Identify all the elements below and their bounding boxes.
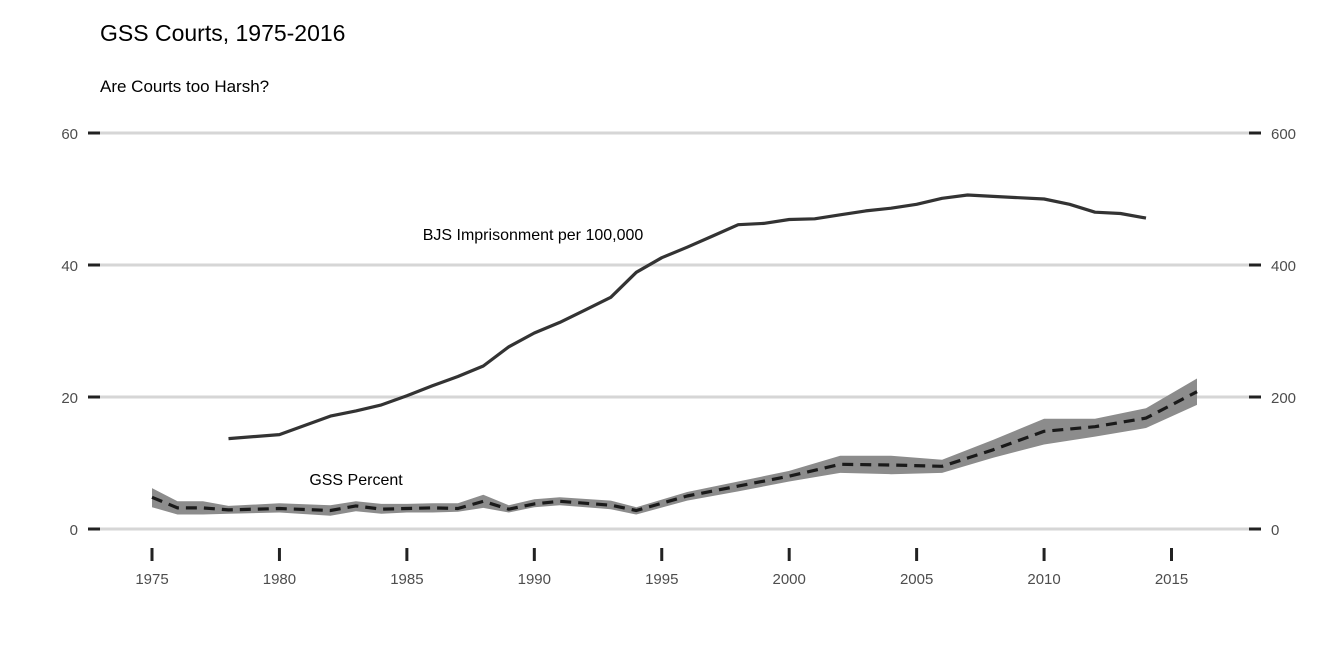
gss-percent-line xyxy=(151,390,1198,513)
chart-subtitle: Are Courts too Harsh? xyxy=(100,77,270,96)
y-right-tick-label: 0 xyxy=(1271,522,1279,539)
y-right-tick-label: 200 xyxy=(1271,390,1296,407)
y-left-tick-label: 20 xyxy=(61,390,78,407)
x-tick-label: 2010 xyxy=(1027,571,1060,588)
y-left-tick-label: 40 xyxy=(61,258,78,275)
series-lines xyxy=(151,193,1198,513)
x-tick-label: 1985 xyxy=(390,571,423,588)
confidence-band xyxy=(152,378,1197,516)
y-left-tick-label: 60 xyxy=(61,126,78,143)
gridlines xyxy=(88,131,1260,531)
x-tick-label: 2005 xyxy=(900,571,933,588)
x-tick-label: 1990 xyxy=(518,571,551,588)
y-right-tick-label: 600 xyxy=(1271,126,1296,143)
x-tick-label: 2000 xyxy=(773,571,806,588)
x-tick-label: 1995 xyxy=(645,571,678,588)
x-tick-label: 2015 xyxy=(1155,571,1188,588)
gss-confidence-band xyxy=(152,378,1197,516)
gss-annotation: GSS Percent xyxy=(309,472,403,489)
bjs-annotation: BJS Imprisonment per 100,000 xyxy=(423,227,644,244)
x-tick-label: 1980 xyxy=(263,571,296,588)
y-left-tick-label: 0 xyxy=(70,522,78,539)
y-right-tick-label: 400 xyxy=(1271,258,1296,275)
x-tick-label: 1975 xyxy=(135,571,168,588)
chart-title: GSS Courts, 1975-2016 xyxy=(100,20,346,46)
bjs-imprisonment-line xyxy=(228,193,1147,441)
